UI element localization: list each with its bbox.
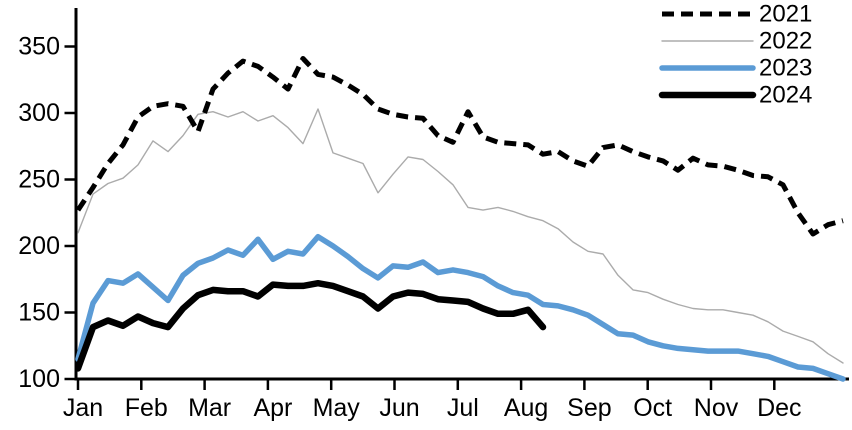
x-tick-label: Sep (567, 394, 611, 422)
legend-item-2024: 2024 (662, 82, 812, 109)
x-tick-label: Jul (447, 394, 479, 422)
y-tick-label: 150 (18, 299, 60, 327)
x-tick-label: May (313, 394, 361, 422)
x-tick-label: Feb (125, 394, 168, 422)
legend-item-2022: 2022 (662, 28, 812, 55)
y-tick-label: 100 (18, 365, 60, 393)
x-tick-label: Jun (379, 394, 419, 422)
legend-item-2023: 2023 (662, 55, 812, 82)
x-tick-label: Aug (504, 394, 548, 422)
legend-label-2021: 2021 (759, 1, 812, 28)
series-line-2021 (78, 59, 843, 235)
series-line-2023 (78, 237, 843, 379)
x-tick-label: Dec (757, 394, 801, 422)
x-tick-label: Nov (694, 394, 739, 422)
legend-label-2023: 2023 (759, 55, 812, 82)
x-tick-label: Apr (253, 394, 292, 422)
y-tick-label: 350 (18, 33, 60, 61)
legend-item-2021: 2021 (662, 1, 812, 28)
legend-label-2024: 2024 (759, 82, 812, 109)
x-tick-label: Oct (633, 394, 672, 422)
y-tick-label: 200 (18, 232, 60, 260)
x-tick-label: Mar (188, 394, 231, 422)
y-tick-label: 250 (18, 166, 60, 194)
series-line-2024 (78, 283, 543, 368)
x-tick-label: Jan (63, 394, 103, 422)
chart-svg: 100 150 200 250 300 350 Jan Feb Mar Apr May Jun Jul A… (0, 0, 852, 430)
legend-label-2022: 2022 (759, 28, 812, 55)
series-line-2022 (78, 109, 843, 363)
y-tick-label: 300 (18, 99, 60, 127)
legend: 2021202220232024 (662, 1, 812, 109)
line-chart-figure: 100 150 200 250 300 350 Jan Feb Mar Apr May Jun Jul A… (0, 0, 852, 430)
